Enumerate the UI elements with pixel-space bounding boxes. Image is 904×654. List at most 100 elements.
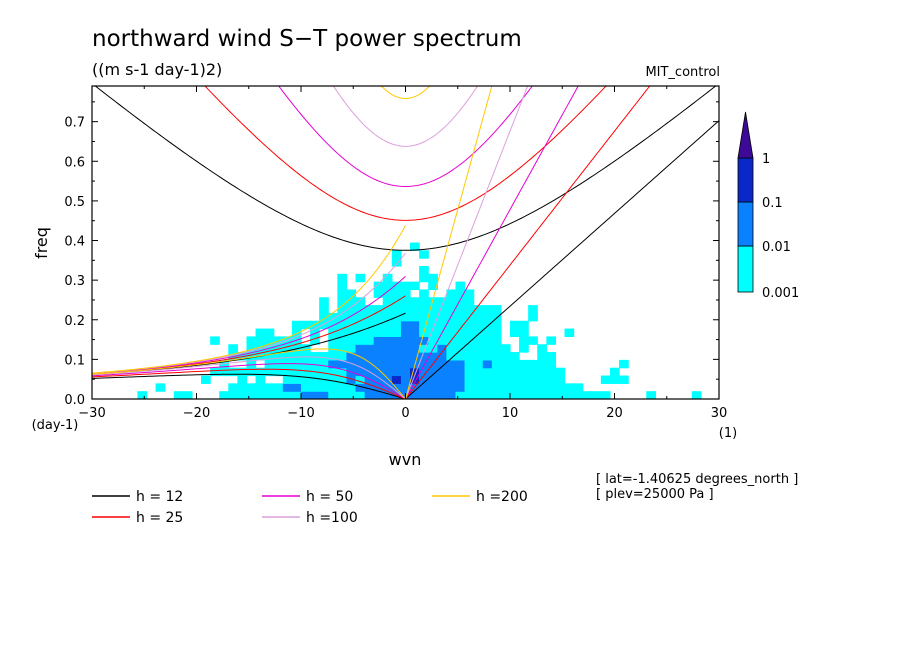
- power-cell: [455, 336, 466, 345]
- power-cell: [382, 281, 393, 291]
- dispersion-curve: [92, 356, 406, 399]
- power-cell: [437, 391, 447, 399]
- power-cell: [346, 336, 357, 345]
- power-cell: [346, 391, 357, 399]
- power-cell: [473, 320, 484, 330]
- dispersion-curve: [92, 363, 406, 399]
- power-cell: [491, 312, 502, 322]
- power-cell: [382, 289, 393, 298]
- power-cell: [600, 375, 611, 384]
- legend-label: h = 50: [306, 489, 353, 505]
- x-tick-label: −30: [78, 406, 105, 421]
- power-cell: [264, 367, 275, 377]
- power-cell: [482, 328, 493, 337]
- legend-label: h =100: [306, 510, 358, 526]
- power-cell: [500, 383, 511, 392]
- power-cell: [301, 344, 311, 353]
- power-cell: [519, 328, 529, 337]
- power-cell: [301, 391, 311, 399]
- power-cell: [301, 375, 311, 384]
- power-cell: [346, 312, 357, 322]
- power-cell: [346, 297, 357, 306]
- power-cell: [428, 336, 438, 345]
- power-cell: [482, 320, 493, 330]
- power-cell: [410, 344, 420, 353]
- power-cell: [391, 383, 402, 392]
- power-cell: [319, 320, 329, 330]
- power-cell: [400, 312, 411, 322]
- power-cell: [455, 375, 466, 384]
- power-cell: [291, 375, 302, 384]
- power-cell: [382, 305, 393, 314]
- power-cell: [609, 367, 620, 377]
- power-cell: [446, 289, 457, 298]
- power-cell: [382, 297, 393, 306]
- power-cell: [364, 383, 375, 392]
- power-cell: [400, 375, 411, 384]
- power-cell: [328, 352, 338, 361]
- power-cell: [228, 367, 238, 377]
- power-cell: [410, 297, 420, 306]
- power-cell: [473, 383, 484, 392]
- power-cell: [419, 375, 429, 384]
- power-cell: [355, 328, 366, 337]
- power-cell: [328, 359, 338, 369]
- power-cell: [446, 344, 457, 353]
- power-cell: [291, 383, 302, 392]
- power-cell: [537, 359, 547, 369]
- power-cell: [419, 273, 429, 283]
- power-cell: [419, 367, 429, 377]
- power-cell: [310, 328, 320, 337]
- power-cell: [228, 383, 238, 392]
- y-tick-label: 0.1: [64, 353, 85, 368]
- dispersion-curve: [204, 86, 607, 221]
- power-cell: [246, 336, 257, 345]
- power-cell: [528, 375, 538, 384]
- power-cell: [455, 312, 466, 322]
- power-cell: [391, 320, 402, 330]
- power-cell: [482, 352, 493, 361]
- power-cell: [482, 383, 493, 392]
- power-cell: [391, 250, 402, 259]
- power-cell: [264, 383, 275, 392]
- power-cell: [237, 375, 248, 384]
- power-cell: [400, 344, 411, 353]
- power-cell: [400, 305, 411, 314]
- power-cell: [455, 391, 466, 399]
- power-cell: [246, 367, 257, 377]
- power-cell: [382, 328, 393, 337]
- power-cell: [446, 297, 457, 306]
- power-cell: [319, 359, 329, 369]
- power-cell: [337, 297, 348, 306]
- power-cell: [255, 383, 266, 392]
- power-cell: [391, 258, 402, 267]
- power-cell: [609, 375, 620, 384]
- power-cell: [219, 391, 229, 399]
- lat-annotation: [ lat=-1.40625 degrees_north ]: [596, 472, 798, 487]
- colorbar-label: 0.1: [762, 196, 783, 211]
- power-cell: [373, 336, 384, 345]
- power-cell: [500, 359, 511, 369]
- power-cell: [464, 328, 475, 337]
- power-cell: [355, 375, 366, 384]
- power-cell: [464, 320, 475, 330]
- power-cell: [400, 281, 411, 291]
- power-cell: [446, 320, 457, 330]
- power-cell: [328, 336, 338, 345]
- x-tick-label: −10: [287, 406, 314, 421]
- power-cell: [319, 297, 329, 306]
- power-cell: [473, 336, 484, 345]
- power-cell: [482, 312, 493, 322]
- power-cell: [410, 328, 420, 337]
- power-cell: [510, 383, 520, 392]
- power-field: [137, 242, 702, 399]
- power-cell: [428, 367, 438, 377]
- dispersion-curve: [405, 86, 579, 399]
- power-cell: [528, 367, 538, 377]
- power-cell: [419, 391, 429, 399]
- power-cell: [337, 391, 348, 399]
- power-cell: [573, 391, 584, 399]
- power-cell: [337, 281, 348, 291]
- power-cell: [428, 391, 438, 399]
- power-cell: [519, 344, 529, 353]
